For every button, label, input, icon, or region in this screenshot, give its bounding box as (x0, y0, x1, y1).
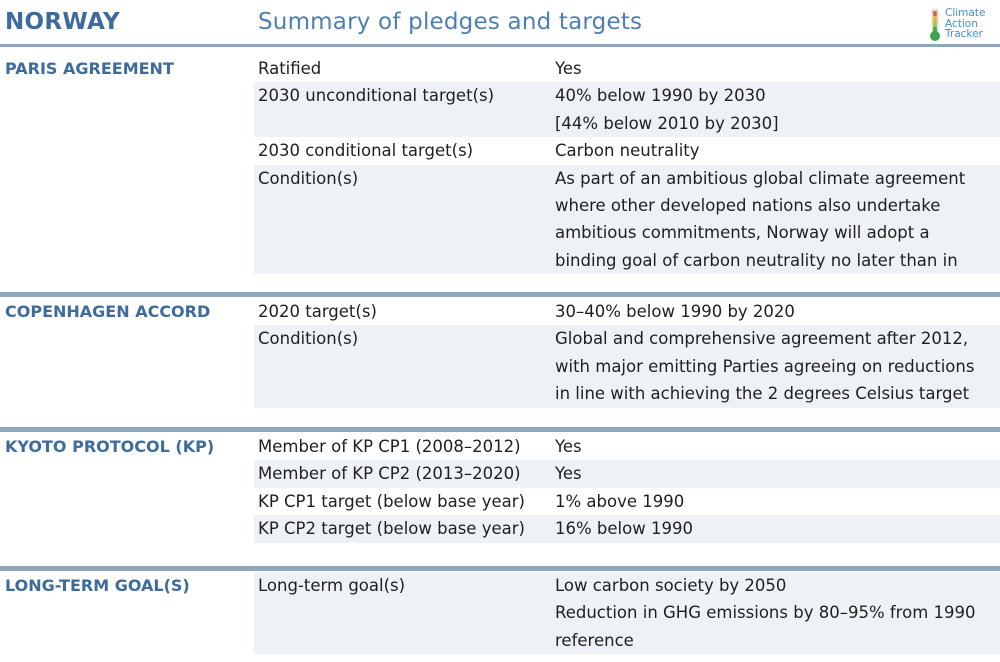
row-value: Global and comprehensive agreement after… (551, 325, 1000, 407)
value-line: ambitious commitments, Norway will adopt… (555, 223, 930, 243)
value-line: in line with achieving the 2 degrees Cel… (555, 384, 970, 404)
row-label: 2020 target(s) (258, 302, 377, 321)
table-row: Condition(s) Global and comprehensive ag… (254, 325, 1000, 408)
value-line: Yes (555, 437, 582, 456)
value-line: Reduction in GHG emissions by 80–95% fro… (555, 603, 976, 623)
header-divider (0, 44, 1000, 47)
pledge-table: 2020 target(s) 30–40% below 1990 by 2020… (254, 298, 1000, 408)
table-row: Ratified Yes (254, 55, 1000, 82)
value-line: 16% below 1990 (555, 519, 693, 539)
row-value: 1% above 1990 (551, 488, 1000, 515)
value-line: Yes (555, 59, 582, 78)
section-divider (0, 292, 1000, 297)
section-title: COPENHAGEN ACCORD (5, 302, 211, 321)
row-value: As part of an ambitious global climate a… (551, 165, 1000, 275)
thermometer-icon (930, 8, 940, 41)
table-row: KP CP1 target (below base year) 1% above… (254, 488, 1000, 515)
value-line: Yes (555, 464, 582, 484)
table-row: 2030 conditional target(s) Carbon neutra… (254, 137, 1000, 164)
value-line: 1% above 1990 (555, 491, 685, 511)
table-row: Condition(s) As part of an ambitious glo… (254, 164, 1000, 275)
row-label: Condition(s) (258, 329, 359, 349)
logo-word: Climate (945, 7, 986, 19)
value-line: binding goal of carbon neutrality no lat… (555, 250, 958, 270)
table-row: Long-term goal(s) Low carbon society by … (254, 572, 1000, 655)
pledge-table: Ratified Yes 2030 unconditional target(s… (254, 55, 1000, 275)
row-value: Yes (551, 55, 1000, 82)
value-line: Carbon neutrality (555, 141, 700, 161)
table-row: KP CP2 target (below base year) 16% belo… (254, 515, 1000, 543)
row-value: Yes (551, 460, 1000, 487)
row-value: 16% below 1990 (551, 515, 1000, 542)
value-line: 40% below 1990 by 2030 (555, 86, 766, 106)
row-label: Long-term goal(s) (258, 576, 406, 595)
page-subtitle: Summary of pledges and targets (258, 9, 643, 35)
row-label: Member of KP CP1 (2008–2012) (258, 437, 521, 456)
value-line: Global and comprehensive agreement after… (555, 329, 969, 349)
row-label: KP CP1 target (below base year) (258, 491, 525, 511)
table-row: 2020 target(s) 30–40% below 1990 by 2020 (254, 298, 1000, 325)
section-divider (0, 566, 1000, 571)
table-row: Member of KP CP1 (2008–2012) Yes (254, 433, 1000, 460)
row-value: Yes (551, 433, 1000, 460)
country-title: NORWAY (5, 9, 120, 35)
logo-word: Tracker (945, 28, 983, 40)
row-label: Member of KP CP2 (2013–2020) (258, 464, 521, 484)
row-label: Condition(s) (258, 168, 359, 188)
value-line: Low carbon society by 2050 (555, 576, 787, 595)
value-line: where other developed nations also under… (555, 196, 941, 216)
logo-text: Climate Action Tracker (945, 8, 985, 40)
section-title: KYOTO PROTOCOL (KP) (5, 437, 215, 456)
value-line: As part of an ambitious global climate a… (555, 168, 966, 188)
row-value: Carbon neutrality (551, 137, 1000, 164)
row-label: Ratified (258, 59, 322, 78)
value-line: [44% below 2010 by 2030] (555, 113, 779, 133)
section-title: LONG-TERM GOAL(S) (5, 576, 190, 595)
pledge-table: Long-term goal(s) Low carbon society by … (254, 572, 1000, 655)
value-line: 30–40% below 1990 by 2020 (555, 302, 795, 321)
table-row: Member of KP CP2 (2013–2020) Yes (254, 460, 1000, 488)
page-header: NORWAY Summary of pledges and targets Cl… (0, 0, 1000, 44)
value-line: with major emitting Parties agreeing on … (555, 356, 975, 376)
row-value: 40% below 1990 by 2030 [44% below 2010 b… (551, 82, 1000, 137)
row-label: 2030 unconditional target(s) (258, 86, 495, 106)
row-label: KP CP2 target (below base year) (258, 519, 525, 539)
section-divider (0, 427, 1000, 432)
row-value: 30–40% below 1990 by 2020 (551, 298, 1000, 325)
value-line: reference (555, 630, 634, 650)
section-title: PARIS AGREEMENT (5, 59, 174, 78)
logo-word: Action (945, 17, 978, 30)
pledge-table: Member of KP CP1 (2008–2012) Yes Member … (254, 433, 1000, 543)
table-row: 2030 unconditional target(s) 40% below 1… (254, 82, 1000, 138)
climate-action-tracker-logo: Climate Action Tracker (928, 8, 994, 42)
row-value: Low carbon society by 2050 Reduction in … (551, 572, 1000, 654)
row-label: 2030 conditional target(s) (258, 141, 474, 161)
